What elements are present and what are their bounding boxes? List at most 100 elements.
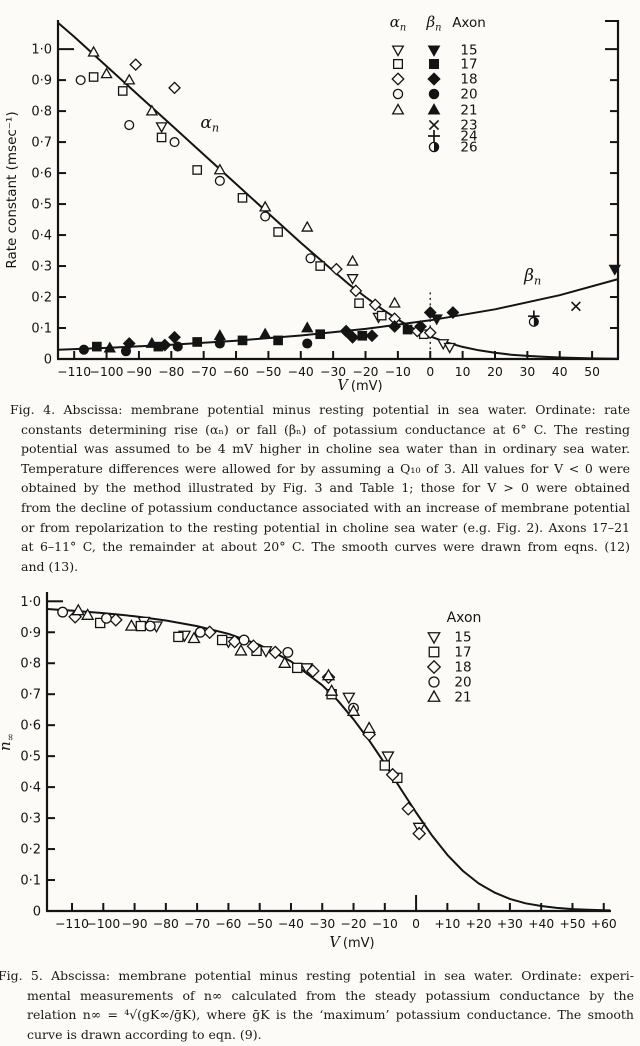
- svg-text:−30: −30: [309, 917, 335, 931]
- svg-text:0·4: 0·4: [31, 229, 52, 244]
- svg-text:−100: −100: [90, 365, 124, 379]
- svg-text:0·3: 0·3: [20, 812, 41, 827]
- svg-text:0·9: 0·9: [20, 626, 41, 641]
- svg-text:−30: −30: [320, 365, 346, 379]
- fig5-chart: −110−100 −90 −80 −70 −60 −50 −40 −30 −20 −10 0 +10 +…: [0, 592, 617, 951]
- svg-text:21: 21: [454, 690, 471, 706]
- fig4-points-axon23-beta: [570, 301, 581, 312]
- svg-text:0·6: 0·6: [31, 167, 52, 182]
- svg-text:+60: +60: [591, 917, 617, 931]
- fig4-x-axis-title: V (mV): [337, 378, 382, 394]
- fig4-caption-line: and (13).: [21, 558, 79, 574]
- svg-text:−60: −60: [215, 917, 241, 931]
- fig5-caption-line: Fig. 5. Abscissa: membrane potential min…: [0, 968, 634, 983]
- svg-text:V(mV): V (mV): [337, 378, 382, 394]
- fig4-caption: Fig. 4. Abscissa: membrane potential min…: [10, 400, 630, 576]
- svg-text:−40: −40: [278, 917, 304, 931]
- svg-text:23: 23: [460, 118, 477, 134]
- svg-text:−10: −10: [385, 365, 411, 379]
- fig4-curve-beta_n: [57, 278, 619, 351]
- svg-text:0: 0: [44, 353, 52, 368]
- fig4-points-axon20-alpha: [75, 75, 316, 264]
- svg-text:0·8: 0·8: [20, 657, 41, 672]
- svg-text:1·0: 1·0: [31, 43, 52, 58]
- fig5-y-axis-title: n∞: [0, 733, 17, 751]
- fig5-points-axon21-n: [71, 603, 376, 734]
- svg-text:−80: −80: [153, 917, 179, 931]
- svg-text:21: 21: [460, 103, 477, 119]
- svg-text:+40: +40: [528, 917, 554, 931]
- fig5-points-axon18-n: [68, 609, 427, 841]
- svg-text:20: 20: [487, 365, 503, 379]
- svg-text:40: 40: [552, 365, 568, 379]
- svg-text:20: 20: [460, 87, 477, 103]
- fig4-points-axon17-beta: [92, 324, 413, 352]
- svg-text:−90: −90: [126, 365, 152, 379]
- fig5-points-axon17-n: [94, 617, 403, 784]
- svg-text:0·5: 0·5: [31, 198, 52, 213]
- fig4-caption-line: or from repolarization to the resting po…: [21, 519, 630, 535]
- fig4-points-axon17-alpha: [88, 72, 429, 340]
- fig5-points-axon15-n: [137, 616, 426, 835]
- svg-text:10: 10: [455, 365, 471, 379]
- svg-text:−50: −50: [255, 365, 281, 379]
- svg-text:0·2: 0·2: [31, 291, 52, 306]
- svg-text:−110: −110: [55, 917, 89, 931]
- svg-text:−70: −70: [184, 917, 210, 931]
- fig4-axes: −110−100 −90 −80 −70 −60 −50 −40 −30 −20 −10 0 10 20…: [31, 20, 620, 379]
- fig4-caption-line: obtained by the method illustrated by Fi…: [21, 480, 630, 496]
- svg-text:+10: +10: [434, 917, 460, 931]
- fig4-y-axis-title: Rate constant (msec⁻¹): [4, 111, 20, 268]
- svg-text:1·0: 1·0: [20, 595, 41, 610]
- svg-text:0·4: 0·4: [20, 781, 41, 796]
- svg-text:0: 0: [412, 917, 420, 931]
- svg-text:−70: −70: [191, 365, 217, 379]
- fig5-caption-line: mental measurements of n∞ calculated fro…: [27, 987, 634, 1003]
- fig5-caption-line: curve is drawn according to eqn. (9).: [27, 1026, 262, 1042]
- fig4-caption-line: potential was assumed to be 4 mV higher …: [21, 441, 630, 457]
- svg-text:αn: αn: [390, 13, 407, 34]
- svg-text:18: 18: [454, 660, 471, 676]
- fig4-points-axon21-alpha: [87, 45, 401, 308]
- svg-text:βn: βn: [523, 266, 541, 288]
- fig4-points-axon15-beta: [430, 264, 621, 326]
- svg-text:20: 20: [454, 675, 471, 691]
- fig4-points-axon15-alpha: [155, 122, 456, 354]
- svg-text:−100: −100: [86, 917, 120, 931]
- svg-text:V(mV): V (mV): [329, 935, 374, 951]
- fig4-points-axon18-alpha: [129, 58, 437, 340]
- fig5-caption-line: relation n∞ = ⁴√(gK∞/ḡK), where ḡK is th…: [27, 1007, 634, 1023]
- fig4-points-axon21-beta: [103, 321, 314, 353]
- fig4-points-axon26-beta: [528, 316, 539, 327]
- svg-text:Axon: Axon: [452, 15, 486, 31]
- svg-text:−60: −60: [223, 365, 249, 379]
- svg-text:−90: −90: [122, 917, 148, 931]
- svg-text:0·7: 0·7: [31, 136, 52, 151]
- svg-text:0·3: 0·3: [31, 260, 52, 275]
- fig5-caption: Fig. 5. Abscissa: membrane potential min…: [0, 966, 634, 1044]
- svg-text:−20: −20: [353, 365, 379, 379]
- svg-text:−110: −110: [57, 365, 91, 379]
- svg-text:24: 24: [460, 129, 477, 145]
- svg-text:30: 30: [520, 365, 536, 379]
- fig4-caption-line: Temperature differences were allowed for…: [21, 460, 630, 476]
- fig4-caption-line: from the decline of potassium conductanc…: [21, 499, 630, 515]
- svg-text:+50: +50: [559, 917, 585, 931]
- svg-text:−20: −20: [341, 917, 367, 931]
- svg-text:18: 18: [460, 72, 477, 88]
- svg-text:0·8: 0·8: [31, 105, 52, 120]
- svg-text:26: 26: [460, 140, 477, 156]
- svg-text:+30: +30: [497, 917, 523, 931]
- svg-text:17: 17: [454, 645, 471, 661]
- fig4-caption-line: Fig. 4. Abscissa: membrane potential min…: [10, 402, 630, 417]
- svg-text:Rate constant (msec⁻¹): Rate constant (msec⁻¹): [4, 111, 20, 268]
- svg-text:−50: −50: [247, 917, 273, 931]
- fig4-label-β-n: βn: [523, 266, 541, 288]
- fig5-curve-n_infinity: [46, 608, 611, 912]
- svg-text:0·2: 0·2: [20, 843, 41, 858]
- fig4-label-α-n: αn: [200, 113, 219, 135]
- svg-text:Axon: Axon: [447, 610, 482, 626]
- svg-text:0·1: 0·1: [20, 874, 41, 889]
